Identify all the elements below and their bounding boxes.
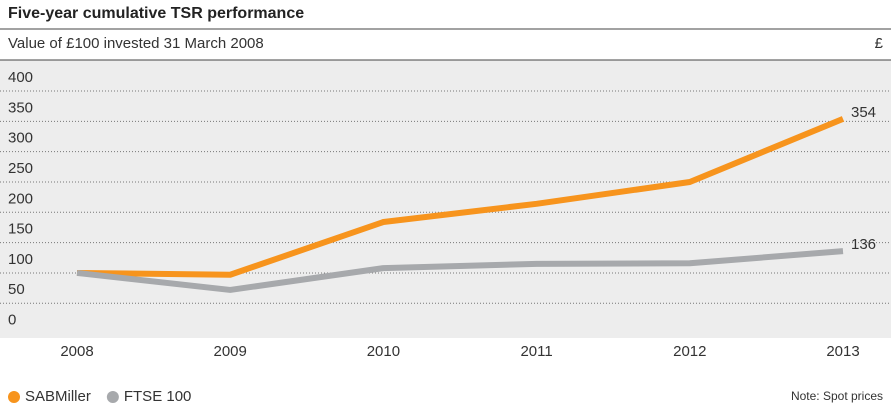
chart-title: Five-year cumulative TSR performance bbox=[8, 5, 304, 22]
x-tick-label: 2012 bbox=[673, 343, 706, 360]
plot-background bbox=[0, 60, 891, 338]
x-tick-label: 2011 bbox=[520, 343, 552, 360]
y-tick-label: 0 bbox=[8, 312, 16, 329]
legend-label: SABMiller bbox=[25, 388, 91, 405]
x-tick-label: 2009 bbox=[214, 343, 247, 360]
x-tick-label: 2010 bbox=[367, 343, 400, 360]
x-tick-label: 2013 bbox=[826, 343, 859, 360]
legend-swatch bbox=[8, 391, 20, 403]
y-tick-label: 200 bbox=[8, 190, 33, 207]
legend-swatch bbox=[106, 391, 119, 403]
y-tick-label: 150 bbox=[8, 221, 33, 238]
end-value-label: 354 bbox=[851, 104, 876, 121]
end-value-label: 136 bbox=[851, 236, 876, 253]
y-tick-label: 350 bbox=[8, 99, 33, 116]
note: Note: Spot prices bbox=[791, 389, 883, 403]
y-tick-label: 50 bbox=[8, 281, 25, 298]
chart-subtitle: Value of £100 invested 31 March 2008 bbox=[8, 35, 264, 52]
series-line bbox=[76, 248, 844, 293]
y-tick-label: 400 bbox=[8, 69, 33, 86]
x-tick-label: 2008 bbox=[60, 343, 93, 360]
y-unit: £ bbox=[875, 35, 884, 52]
legend-label: FTSE 100 bbox=[124, 388, 192, 405]
y-tick-label: 100 bbox=[8, 251, 33, 268]
y-tick-label: 250 bbox=[8, 160, 33, 177]
series-line bbox=[76, 116, 845, 278]
y-tick-label: 300 bbox=[8, 130, 33, 147]
